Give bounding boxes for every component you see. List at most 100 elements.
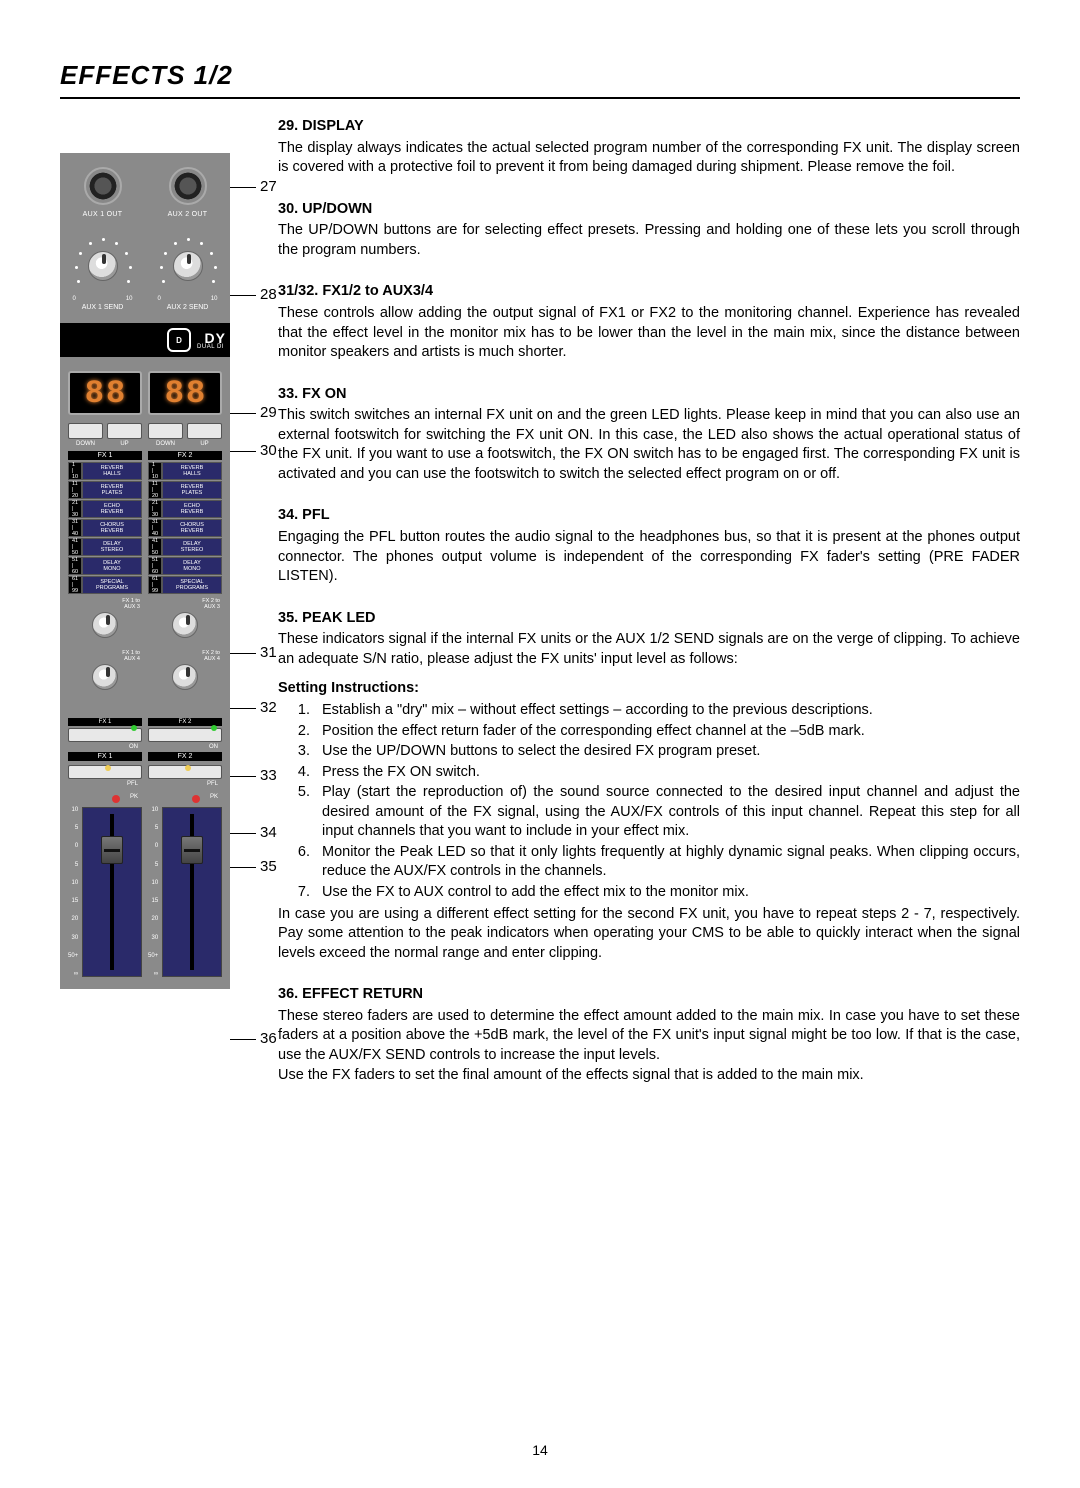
preset-range: 31 | 40 bbox=[148, 519, 162, 537]
s29-heading: 29. DISPLAY bbox=[278, 117, 1020, 137]
preset-grid: 1 | 10REVERB HALLS11 | 20REVERB PLATES21… bbox=[60, 462, 230, 594]
aux2-send-knob bbox=[173, 251, 203, 281]
aux1-out-jack bbox=[84, 167, 122, 205]
fx2-aux3-knob bbox=[172, 612, 198, 638]
preset-name: SPECIAL PROGRAMS bbox=[82, 576, 142, 594]
fx1-aux3-knob bbox=[92, 612, 118, 638]
fx1-pfl-button bbox=[68, 765, 142, 779]
fx2-header: FX 2 bbox=[148, 451, 222, 460]
fx1-down-button bbox=[68, 423, 103, 439]
preset-name: DELAY MONO bbox=[82, 557, 142, 575]
list-item: Position the effect return fader of the … bbox=[314, 722, 1020, 742]
s35-heading: 35. PEAK LED bbox=[278, 609, 1020, 629]
preset-range: 61 | 99 bbox=[68, 576, 82, 594]
callout-30: 30 bbox=[260, 442, 277, 459]
scale-lo: 0 bbox=[158, 296, 161, 302]
s34-heading: 34. PFL bbox=[278, 506, 1020, 526]
list-item: Press the FX ON switch. bbox=[314, 763, 1020, 783]
fx1-peak-led-icon bbox=[112, 795, 120, 803]
s30-text: The UP/DOWN buttons are for selecting ef… bbox=[278, 221, 1020, 260]
setting-list: Establish a "dry" mix – without effect s… bbox=[278, 701, 1020, 903]
mixer-panel: AUX 1 OUT AUX 2 OUT bbox=[60, 153, 230, 989]
digit: 8 bbox=[165, 375, 184, 412]
s35-text: These indicators signal if the internal … bbox=[278, 630, 1020, 669]
preset-name: REVERB PLATES bbox=[162, 481, 222, 499]
preset-name: REVERB HALLS bbox=[82, 462, 142, 480]
fx2-up-button bbox=[187, 423, 222, 439]
preset-range: 41 | 50 bbox=[68, 538, 82, 556]
fx2-fader bbox=[162, 807, 222, 977]
scale-hi: 10 bbox=[126, 296, 133, 302]
preset-range: 51 | 60 bbox=[68, 557, 82, 575]
fx2-header: FX 2 bbox=[148, 752, 222, 761]
aux1-send-label: AUX 1 SEND bbox=[82, 304, 124, 311]
preset-range: 41 | 50 bbox=[148, 538, 162, 556]
on-label: ON bbox=[68, 744, 142, 750]
fx2-on-header: FX 2 bbox=[148, 718, 222, 726]
preset-range: 61 | 99 bbox=[148, 576, 162, 594]
s30-heading: 30. UP/DOWN bbox=[278, 200, 1020, 220]
preset-range: 1 | 10 bbox=[148, 462, 162, 480]
page-number: 14 bbox=[0, 1442, 1080, 1458]
preset-range: 11 | 20 bbox=[148, 481, 162, 499]
digit: 8 bbox=[186, 375, 205, 412]
brand-strip: D DY DUAL DI bbox=[60, 323, 230, 357]
preset-range: 21 | 30 bbox=[68, 500, 82, 518]
fx1-on-header: FX 1 bbox=[68, 718, 142, 726]
led-yellow-icon bbox=[185, 765, 191, 771]
preset-range: 51 | 60 bbox=[148, 557, 162, 575]
callout-33: 33 bbox=[260, 767, 277, 784]
fader-scale: 105051015203050+∞ bbox=[68, 807, 78, 977]
fx2-pfl-button bbox=[148, 765, 222, 779]
s29-text: The display always indicates the actual … bbox=[278, 139, 1020, 178]
callout-34: 34 bbox=[260, 824, 277, 841]
brand-sub: DUAL DI bbox=[197, 344, 224, 350]
preset-name: DELAY STEREO bbox=[82, 538, 142, 556]
list-item: Use the FX to AUX control to add the eff… bbox=[314, 883, 1020, 903]
fx1-aux4-knob bbox=[92, 664, 118, 690]
s36-heading: 36. EFFECT RETURN bbox=[278, 985, 1020, 1005]
up-label: UP bbox=[187, 441, 222, 447]
down-label: DOWN bbox=[68, 441, 103, 447]
preset-name: ECHO REVERB bbox=[162, 500, 222, 518]
preset-range: 21 | 30 bbox=[148, 500, 162, 518]
digit: 8 bbox=[106, 375, 125, 412]
callout-32: 32 bbox=[260, 699, 277, 716]
s31-text: These controls allow adding the output s… bbox=[278, 304, 1020, 363]
callout-35: 35 bbox=[260, 858, 277, 875]
digit: 8 bbox=[85, 375, 104, 412]
preset-name: SPECIAL PROGRAMS bbox=[162, 576, 222, 594]
pfl-label: PFL bbox=[148, 781, 222, 787]
s31-heading: 31/32. FX1/2 to AUX3/4 bbox=[278, 282, 1020, 302]
s34-text: Engaging the PFL button routes the audio… bbox=[278, 528, 1020, 587]
s33-text: This switch switches an internal FX unit… bbox=[278, 406, 1020, 484]
fx1-up-button bbox=[107, 423, 142, 439]
preset-name: REVERB PLATES bbox=[82, 481, 142, 499]
fx1-fader bbox=[82, 807, 142, 977]
callout-layer: 27 28 29 30 31 32 33 34 35 36 bbox=[230, 153, 276, 989]
led-green-icon bbox=[211, 725, 217, 731]
pfl-label: PFL bbox=[68, 781, 142, 787]
fx2-peak-led-icon bbox=[192, 795, 200, 803]
fx1-on-button bbox=[68, 728, 142, 742]
fx2-down-button bbox=[148, 423, 183, 439]
pk-label: PK bbox=[130, 794, 138, 800]
callout-29: 29 bbox=[260, 404, 277, 421]
preset-range: 11 | 20 bbox=[68, 481, 82, 499]
fx1-header: FX 1 bbox=[68, 752, 142, 761]
brand-logo-icon: D bbox=[167, 328, 191, 352]
s36-text2: Use the FX faders to set the final amoun… bbox=[278, 1066, 1020, 1086]
list-item: Monitor the Peak LED so that it only lig… bbox=[314, 843, 1020, 882]
preset-range: 1 | 10 bbox=[68, 462, 82, 480]
callout-28: 28 bbox=[260, 286, 277, 303]
fx1-header: FX 1 bbox=[68, 451, 142, 460]
aux2-send-label: AUX 2 SEND bbox=[167, 304, 209, 311]
list-item: Play (start the reproduction of) the sou… bbox=[314, 783, 1020, 842]
aux2-out-jack bbox=[169, 167, 207, 205]
fx2-on-button bbox=[148, 728, 222, 742]
callout-27: 27 bbox=[260, 178, 277, 195]
mixer-panel-column: AUX 1 OUT AUX 2 OUT bbox=[60, 117, 260, 1107]
down-label: DOWN bbox=[148, 441, 183, 447]
fx2-aux4-knob bbox=[172, 664, 198, 690]
fx2-display: 8 8 bbox=[148, 371, 222, 415]
